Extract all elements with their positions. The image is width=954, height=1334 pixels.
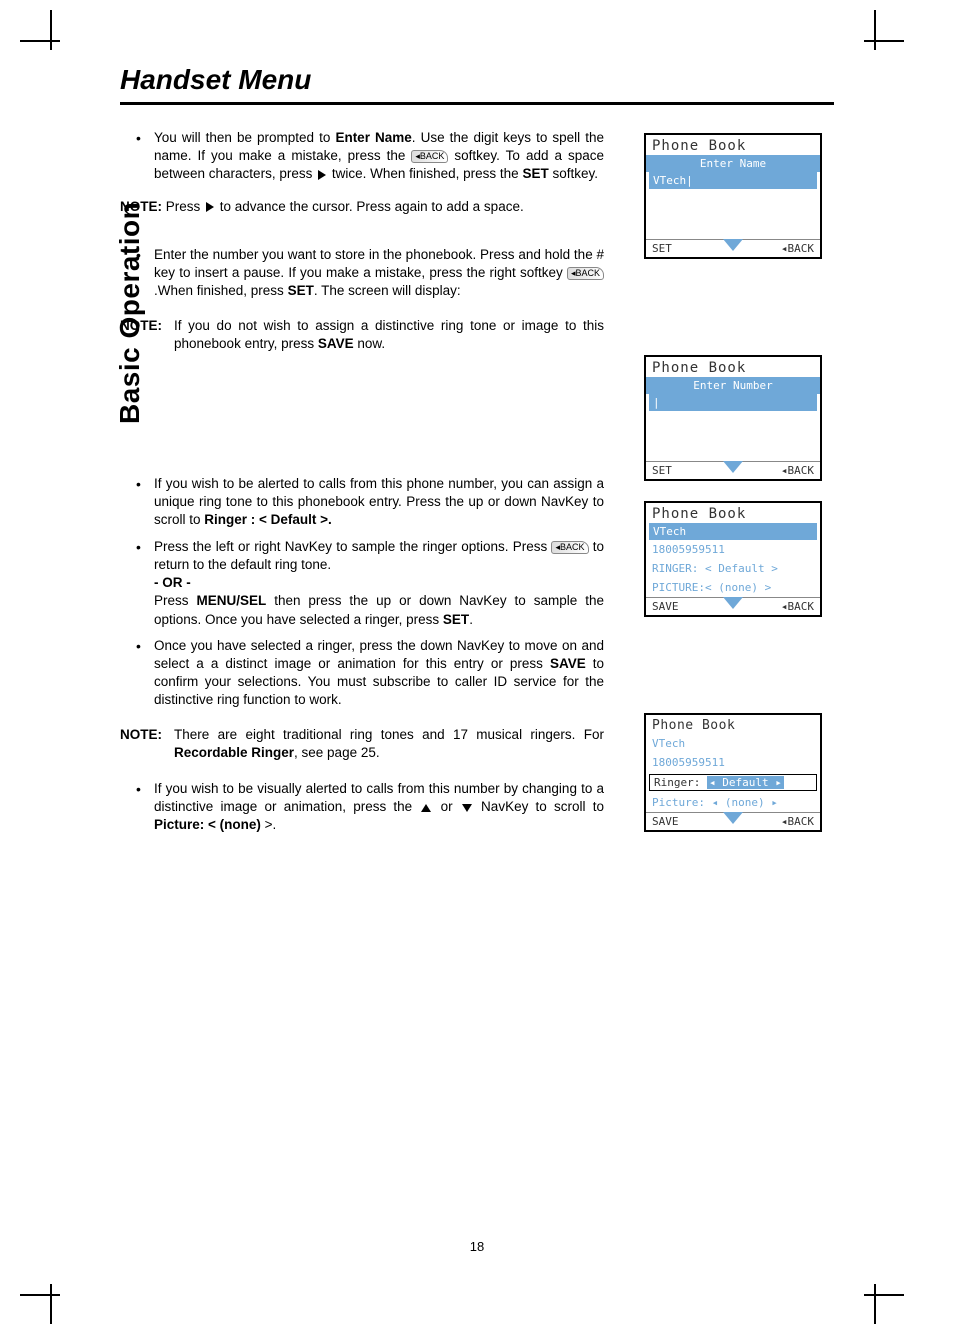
page-number: 18	[70, 1239, 884, 1254]
note-save-now: NOTE: If you do not wish to assign a dis…	[120, 317, 604, 353]
bullet-picture: If you wish to be visually alerted to ca…	[154, 780, 604, 835]
back-softkey-icon: ◂BACK	[411, 150, 448, 163]
note-cursor: NOTE: Press to advance the cursor. Press…	[120, 198, 604, 216]
crop-mark	[20, 1284, 60, 1324]
title-rule	[120, 102, 834, 105]
up-arrow-icon	[421, 804, 431, 812]
crop-mark	[864, 10, 904, 50]
note-ring-tones: NOTE: There are eight traditional ring t…	[120, 726, 604, 762]
bullet-select-image: Once you have selected a ringer, press t…	[154, 637, 604, 710]
section-tab: Basic Operation	[114, 202, 146, 424]
crop-mark	[20, 10, 60, 50]
down-arrow-icon	[462, 804, 472, 812]
page-title: Handset Menu	[120, 64, 834, 96]
screen-ringer-select: Phone Book VTech 18005959511 Ringer: ◂ D…	[644, 713, 822, 832]
bullet-enter-name: You will then be prompted to Enter Name.…	[154, 129, 604, 184]
bullet-ringer-scroll: If you wish to be alerted to calls from …	[154, 475, 604, 530]
back-softkey-icon: ◂BACK	[567, 267, 604, 280]
screen-enter-number: Phone Book Enter Number | SET ◂BACK	[644, 355, 822, 481]
right-arrow-icon	[206, 202, 214, 212]
back-softkey-icon: ◂BACK	[551, 541, 588, 554]
bullet-ringer-sample: Press the left or right NavKey to sample…	[154, 538, 604, 629]
crop-mark	[864, 1284, 904, 1324]
right-arrow-icon	[318, 170, 326, 180]
screen-entry-summary: Phone Book VTech 18005959511 RINGER: < D…	[644, 501, 822, 617]
bullet-enter-number: Enter the number you want to store in th…	[154, 246, 604, 301]
screen-enter-name: Phone Book Enter Name VTech| SET ◂BACK	[644, 133, 822, 259]
